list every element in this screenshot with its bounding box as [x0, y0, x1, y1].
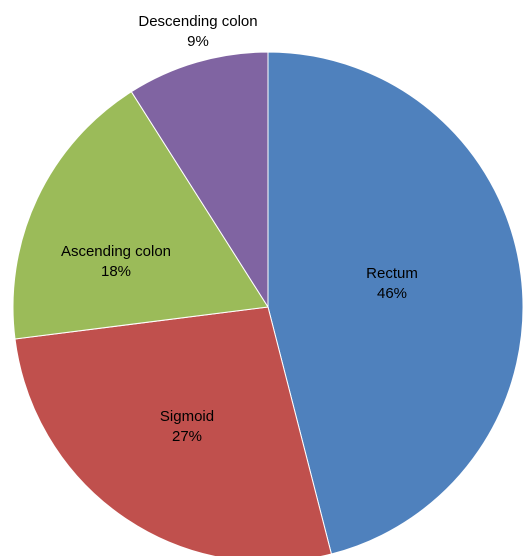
pie-slice-sigmoid: [14, 306, 333, 556]
slice-label-rectum: Rectum 46%: [366, 265, 418, 302]
slice-labels: Rectum 46% Sigmoid 27% Ascending colon 18% Des…: [61, 13, 418, 445]
slice-percent-label: 9%: [187, 33, 209, 50]
slice-label-ascending-colon: Ascending colon 18%: [61, 243, 171, 280]
pie-slice-ascending-colon: [12, 91, 269, 340]
slice-category-label: Ascending colon: [61, 243, 171, 260]
slice-category-label: Sigmoid: [160, 408, 214, 425]
slice-percent-label: 18%: [101, 263, 131, 280]
slice-percent-label: 46%: [377, 285, 407, 302]
pie-slice-descending-colon: [130, 51, 269, 309]
slice-category-label: Descending colon: [138, 13, 257, 30]
slice-label-descending-colon: Descending colon 9%: [138, 13, 257, 50]
pie-slice-rectum: [267, 51, 523, 555]
slice-category-label: Rectum: [366, 265, 418, 282]
slice-label-sigmoid: Sigmoid 27%: [160, 408, 214, 445]
pie-slices: [12, 51, 523, 556]
slice-percent-label: 27%: [172, 428, 202, 445]
